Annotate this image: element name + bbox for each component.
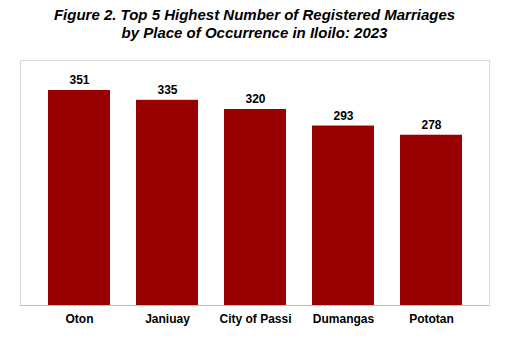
svg-text:Janiuay: Janiuay bbox=[145, 312, 190, 326]
html-text:Figure 2. Top 5 Highest Number: Figure 2. Top 5 Highest Number of Regist… bbox=[53, 6, 456, 41]
svg-text:351: 351 bbox=[69, 73, 89, 87]
svg-text:278: 278 bbox=[421, 118, 441, 132]
svg-text:320: 320 bbox=[245, 92, 265, 106]
svg-text:City of Passi: City of Passi bbox=[219, 312, 291, 326]
svg-text:293: 293 bbox=[333, 109, 353, 123]
svg-text:Dumangas: Dumangas bbox=[313, 312, 375, 326]
svg-text:Oton: Oton bbox=[66, 312, 94, 326]
svg-text:335: 335 bbox=[157, 83, 177, 97]
svg-text:Pototan: Pototan bbox=[409, 312, 454, 326]
